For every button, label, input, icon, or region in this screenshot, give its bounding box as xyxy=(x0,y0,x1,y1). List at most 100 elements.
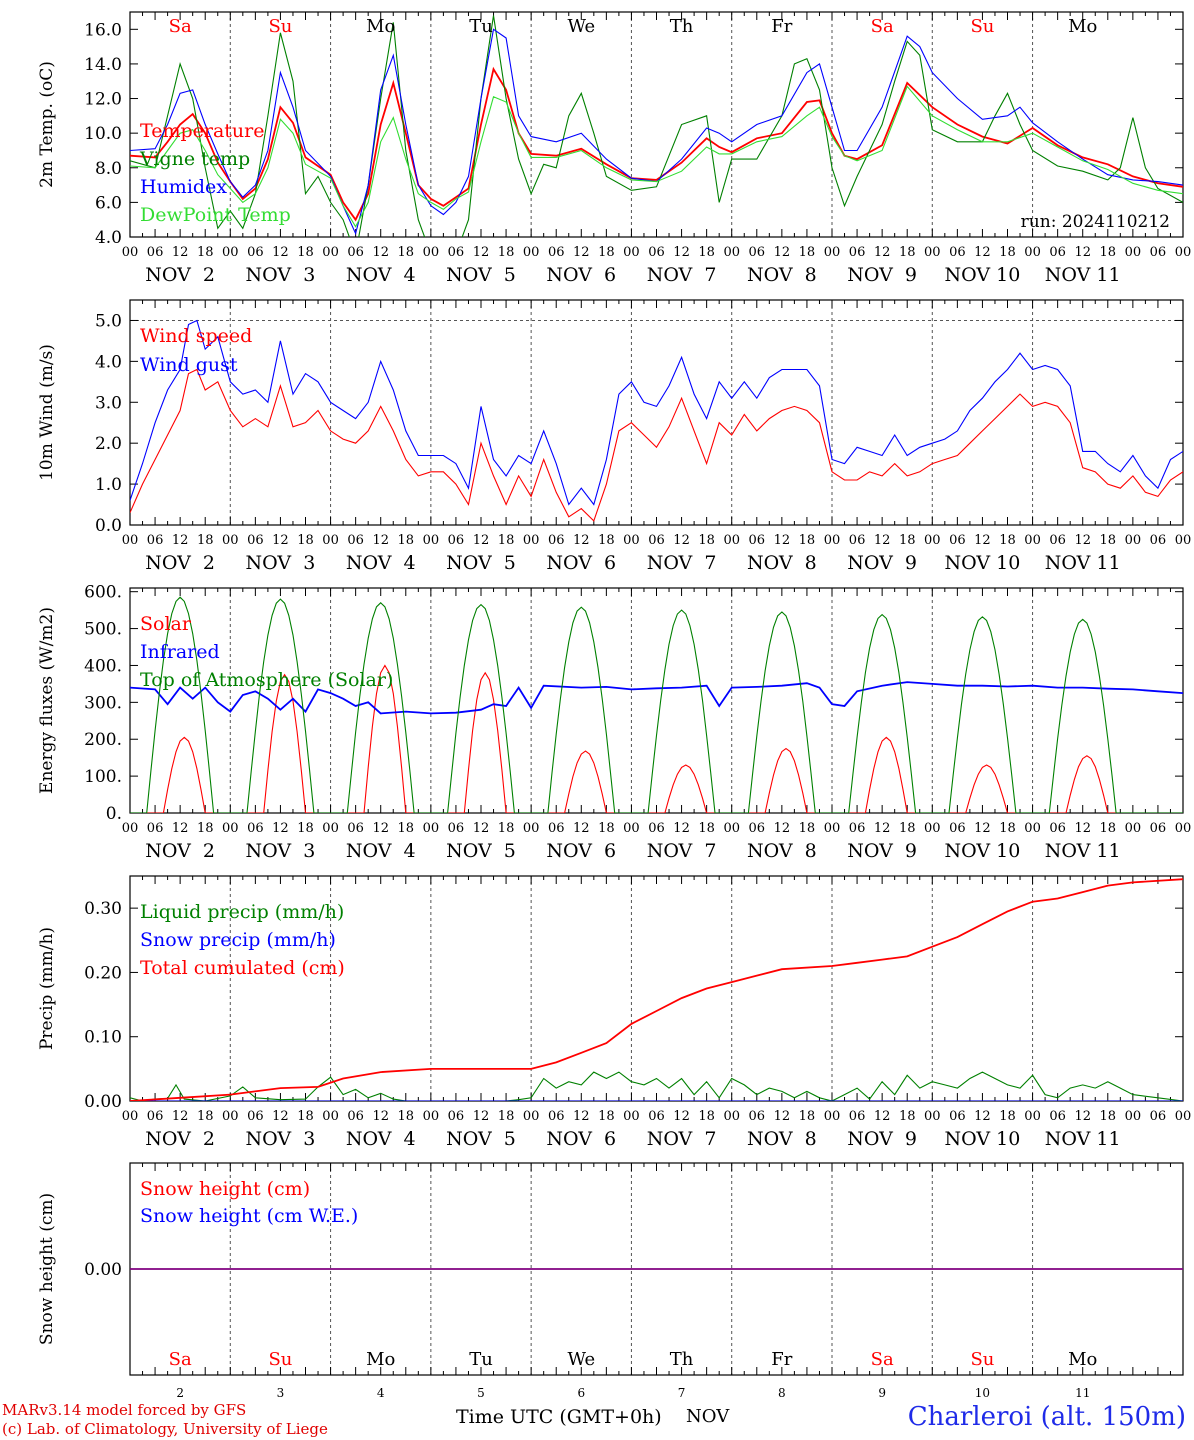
plot-frame xyxy=(129,587,1184,814)
legend-entry: Snow height (cm) xyxy=(140,1178,310,1200)
hour-label: 00 xyxy=(1024,1109,1041,1124)
hour-label: 18 xyxy=(1100,533,1117,548)
date-label: NOV 10 xyxy=(945,1128,1021,1150)
date-label: NOV 8 xyxy=(747,840,817,862)
day-label: Mo xyxy=(366,16,395,37)
hour-label: 06 xyxy=(949,533,966,548)
y-tick-label: 8.0 xyxy=(95,159,122,179)
y-tick-label: 6.0 xyxy=(95,193,122,213)
legend-entry: Wind speed xyxy=(140,325,252,347)
y-tick-label: 100. xyxy=(84,767,122,787)
hour-label: 12 xyxy=(673,1109,690,1124)
date-label: NOV 3 xyxy=(246,840,316,862)
hour-label: 12 xyxy=(1074,533,1091,548)
date-label: NOV 5 xyxy=(446,1128,516,1150)
hour-label: 12 xyxy=(372,245,389,260)
hour-label: 00 xyxy=(824,821,841,836)
run-label: run: 2024110212 xyxy=(1021,212,1170,232)
hour-label: 12 xyxy=(172,245,189,260)
hour-label: 00 xyxy=(423,533,440,548)
hour-label: 18 xyxy=(899,821,916,836)
hour-label: 00 xyxy=(122,821,139,836)
date-label: NOV 9 xyxy=(847,840,917,862)
hour-label: 06 xyxy=(1150,1109,1167,1124)
date-label: NOV 6 xyxy=(546,552,616,574)
y-tick-label: 400. xyxy=(84,656,122,676)
day-label: We xyxy=(567,1349,595,1370)
legend-entry: Wind gust xyxy=(140,354,238,376)
hour-label: 00 xyxy=(523,533,540,548)
hour-label: 12 xyxy=(774,533,791,548)
hour-label: 00 xyxy=(523,821,540,836)
y-tick-label: 16.0 xyxy=(84,20,122,40)
legend-entry: Snow height (cm W.E.) xyxy=(140,1205,358,1227)
hour-label: 00 xyxy=(1175,245,1192,260)
hour-label: 18 xyxy=(1100,821,1117,836)
date-label: NOV 3 xyxy=(246,1128,316,1150)
hour-label: 00 xyxy=(623,245,640,260)
day-label: Mo xyxy=(1068,16,1097,37)
y-tick-label: 200. xyxy=(84,730,122,750)
hour-label: 00 xyxy=(322,821,339,836)
y-tick-label: 0.0 xyxy=(95,516,122,536)
hour-label: 00 xyxy=(723,821,740,836)
hour-label: 06 xyxy=(749,245,766,260)
hour-label: 06 xyxy=(849,1109,866,1124)
hour-label: 00 xyxy=(122,533,139,548)
day-number: 4 xyxy=(377,1386,385,1400)
hour-label: 06 xyxy=(347,821,364,836)
hour-label: 12 xyxy=(774,821,791,836)
hour-label: 06 xyxy=(448,245,465,260)
series-line-3 xyxy=(130,28,1183,236)
model-credit: MARv3.14 model forced by GFS xyxy=(2,1401,247,1419)
y-tick-label: 1.0 xyxy=(95,475,122,495)
hour-label: 00 xyxy=(523,1109,540,1124)
hour-label: 12 xyxy=(473,533,490,548)
legend-entry: Top of Atmosphere (Solar) xyxy=(140,669,393,691)
y-tick-label: 0.10 xyxy=(84,1028,122,1048)
day-number: 3 xyxy=(277,1386,285,1400)
day-number: 5 xyxy=(477,1386,485,1400)
legend-entry: Solar xyxy=(140,613,192,635)
hour-label: 06 xyxy=(247,1109,264,1124)
station-name: Charleroi (alt. 150m) xyxy=(907,1402,1186,1432)
hour-label: 06 xyxy=(347,245,364,260)
hour-label: 12 xyxy=(573,821,590,836)
panel-1: 4.0 6.0 8.0 10.0 12.0 14.0 16.0 2m Temp. (oC) Te… xyxy=(37,11,1184,248)
date-label: NOV 3 xyxy=(246,552,316,574)
date-label: NOV 11 xyxy=(1045,264,1121,286)
hour-label: 18 xyxy=(899,1109,916,1124)
hour-label: 00 xyxy=(1024,821,1041,836)
hour-label: 06 xyxy=(1049,1109,1066,1124)
hour-label: 18 xyxy=(999,533,1016,548)
date-label: NOV 6 xyxy=(546,264,616,286)
date-label: NOV 8 xyxy=(747,1128,817,1150)
panel-5: 0.00 Snow height (cm) Snow height (cm) Snow… xyxy=(37,1162,1184,1376)
hour-label: 18 xyxy=(698,533,715,548)
date-label: NOV 2 xyxy=(145,840,215,862)
y-tick-label: 4.0 xyxy=(95,352,122,372)
hour-label: 00 xyxy=(1125,245,1142,260)
day-number: 6 xyxy=(577,1386,585,1400)
hour-label: 00 xyxy=(423,1109,440,1124)
hour-label: 12 xyxy=(874,533,891,548)
date-label: NOV 2 xyxy=(145,1128,215,1150)
hour-label: 00 xyxy=(623,533,640,548)
hour-label: 00 xyxy=(924,533,941,548)
day-label: Sa xyxy=(871,1349,894,1370)
hour-label: 12 xyxy=(272,533,289,548)
hour-label: 18 xyxy=(899,245,916,260)
series-line-1 xyxy=(130,368,1183,522)
hour-label: 12 xyxy=(172,821,189,836)
y-axis-title: Snow height (cm) xyxy=(37,1193,57,1345)
y-tick-label: 0. xyxy=(106,804,122,824)
date-label: NOV 5 xyxy=(446,552,516,574)
hour-label: 00 xyxy=(824,245,841,260)
hour-label: 06 xyxy=(849,821,866,836)
date-label: NOV 9 xyxy=(847,552,917,574)
date-label: NOV 5 xyxy=(446,264,516,286)
hour-label: 00 xyxy=(824,533,841,548)
day-label: Mo xyxy=(366,1349,395,1370)
hour-label: 00 xyxy=(824,1109,841,1124)
y-tick-label: 12.0 xyxy=(84,90,122,110)
